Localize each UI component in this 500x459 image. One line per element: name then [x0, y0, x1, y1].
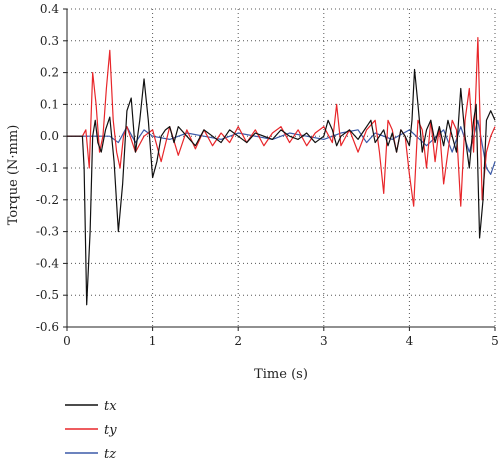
series-line-tz — [67, 119, 496, 175]
y-tick-label-8: -0.4 — [36, 256, 60, 270]
series-layer — [67, 37, 496, 306]
y-tick-label-7: -0.3 — [36, 225, 59, 239]
y-tick-label-9: -0.5 — [36, 288, 59, 302]
legend-label-ty: ty — [104, 423, 117, 438]
x-tick-label-5: 5 — [491, 334, 499, 348]
legend-label-tz: tz — [104, 447, 116, 459]
legend: tx ty tz — [65, 399, 117, 459]
y-tick-label-0: 0.4 — [40, 2, 59, 16]
x-tick-label-1: 1 — [149, 334, 157, 348]
y-tick-label-5: -0.1 — [36, 161, 59, 175]
y-tick-label-2: 0.2 — [40, 66, 59, 80]
y-tick-label-3: 0.1 — [40, 97, 59, 111]
x-tick-label-4: 4 — [406, 334, 414, 348]
x-tick-label-2: 2 — [234, 334, 242, 348]
x-tick-label-3: 3 — [320, 334, 328, 348]
y-tick-label-10: -0.6 — [36, 320, 59, 334]
series-line-tx — [67, 68, 496, 306]
axes-layer — [63, 8, 496, 331]
y-axis-title: Torque (N·mm) — [6, 125, 21, 226]
y-tick-label-6: -0.2 — [36, 193, 59, 207]
x-axis-title: Time (s) — [254, 367, 308, 382]
legend-label-tx: tx — [104, 399, 117, 414]
labels-layer: Time (s) Torque (N·mm) 0 1 2 3 4 5 0.4 0.3 0.2 0.… — [6, 2, 499, 382]
series-line-ty — [67, 37, 496, 207]
x-tick-label-0: 0 — [63, 334, 71, 348]
y-tick-label-4: 0.0 — [40, 129, 59, 143]
y-tick-label-1: 0.3 — [40, 34, 59, 48]
grid-layer — [67, 8, 496, 327]
